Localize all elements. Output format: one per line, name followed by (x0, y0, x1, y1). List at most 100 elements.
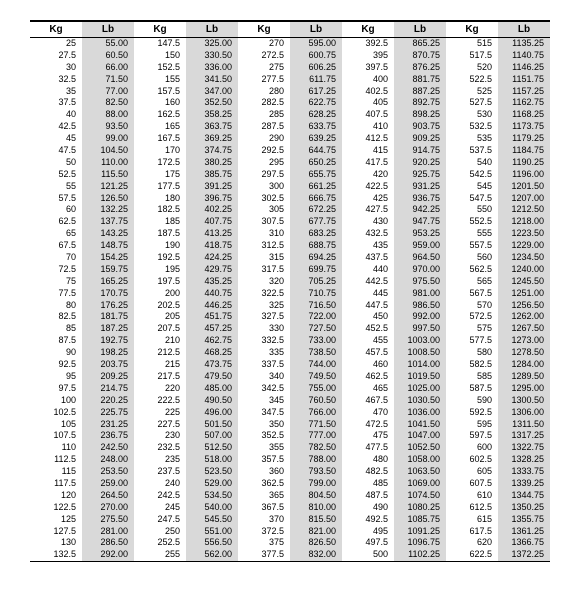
lb-cell: 418.75 (186, 240, 238, 252)
lb-cell: 451.75 (186, 311, 238, 323)
lb-cell: 716.50 (290, 300, 342, 312)
lb-cell: 1151.75 (498, 74, 550, 86)
kg-cell: 582.5 (446, 359, 498, 371)
lb-cell: 1273.00 (498, 335, 550, 347)
table-row: 4851069.00 (342, 478, 446, 490)
kg-cell: 397.5 (342, 62, 394, 74)
table-row: 172.5380.25 (134, 157, 238, 169)
kg-cell: 330 (238, 323, 290, 335)
table-row: 355782.50 (238, 442, 342, 454)
kg-cell: 110 (30, 442, 82, 454)
lb-cell: 292.00 (82, 549, 134, 561)
lb-cell: 738.50 (290, 347, 342, 359)
lb-cell: 1317.25 (498, 430, 550, 442)
lb-cell: 518.00 (186, 454, 238, 466)
kg-cell: 190 (134, 240, 186, 252)
lb-cell: 909.25 (394, 133, 446, 145)
table-row: 345760.50 (238, 395, 342, 407)
table-row: 4951091.25 (342, 526, 446, 538)
kg-cell: 315 (238, 252, 290, 264)
lb-cell: 611.75 (290, 74, 342, 86)
kg-cell: 400 (342, 74, 394, 86)
table-row: 212.5468.25 (134, 347, 238, 359)
table-row: 222.5490.50 (134, 395, 238, 407)
kg-cell: 75 (30, 276, 82, 288)
header-kg: Kg (342, 22, 394, 38)
lb-cell: 1179.25 (498, 133, 550, 145)
lb-cell: 358.25 (186, 109, 238, 121)
kg-cell: 575 (446, 323, 498, 335)
kg-cell: 180 (134, 193, 186, 205)
kg-cell: 310 (238, 228, 290, 240)
kg-cell: 202.5 (134, 300, 186, 312)
lb-cell: 1030.50 (394, 395, 446, 407)
table-row: 225496.00 (134, 407, 238, 419)
lb-cell: 975.50 (394, 276, 446, 288)
table-row: 115253.50 (30, 466, 134, 478)
table-row: 47.5104.50 (30, 145, 134, 157)
lb-cell: 970.00 (394, 264, 446, 276)
kg-cell: 615 (446, 514, 498, 526)
kg-cell: 462.5 (342, 371, 394, 383)
kg-cell: 495 (342, 526, 394, 538)
lb-cell: 137.75 (82, 216, 134, 228)
lb-cell: 1311.50 (498, 419, 550, 431)
lb-cell: 424.25 (186, 252, 238, 264)
lb-cell: 936.75 (394, 193, 446, 205)
lb-cell: 440.75 (186, 288, 238, 300)
lb-cell: 826.50 (290, 537, 342, 549)
lb-cell: 986.50 (394, 300, 446, 312)
lb-cell: 1008.50 (394, 347, 446, 359)
kg-cell: 147.5 (134, 38, 186, 50)
kg-cell: 80 (30, 300, 82, 312)
table-row: 180396.75 (134, 193, 238, 205)
lb-cell: 1339.25 (498, 478, 550, 490)
lb-cell: 396.75 (186, 193, 238, 205)
lb-cell: 1306.00 (498, 407, 550, 419)
lb-cell: 997.50 (394, 323, 446, 335)
lb-cell: 104.50 (82, 145, 134, 157)
table-row: 612.51350.25 (446, 502, 550, 514)
table-row: 270595.00 (238, 38, 342, 50)
kg-cell: 225 (134, 407, 186, 419)
lb-cell: 126.50 (82, 193, 134, 205)
table-row: 112.5248.00 (30, 454, 134, 466)
lb-cell: 391.25 (186, 181, 238, 193)
table-row: 6201366.75 (446, 537, 550, 549)
kg-cell: 597.5 (446, 430, 498, 442)
table-row: 82.5181.75 (30, 311, 134, 323)
kg-cell: 170 (134, 145, 186, 157)
table-row: 80176.25 (30, 300, 134, 312)
lb-cell: 832.00 (290, 549, 342, 561)
lb-cell: 1036.00 (394, 407, 446, 419)
kg-cell: 245 (134, 502, 186, 514)
table-row: 60132.25 (30, 204, 134, 216)
kg-cell: 525 (446, 86, 498, 98)
lb-cell: 209.25 (82, 371, 134, 383)
kg-cell: 182.5 (134, 204, 186, 216)
table-row: 370815.50 (238, 514, 342, 526)
table-row: 205451.75 (134, 311, 238, 323)
kg-cell: 177.5 (134, 181, 186, 193)
table-row: 335738.50 (238, 347, 342, 359)
kg-cell: 205 (134, 311, 186, 323)
table-row: 300661.25 (238, 181, 342, 193)
table-row: 292.5644.75 (238, 145, 342, 157)
kg-cell: 435 (342, 240, 394, 252)
lb-cell: 733.00 (290, 335, 342, 347)
table-row: 117.5259.00 (30, 478, 134, 490)
kg-cell: 322.5 (238, 288, 290, 300)
table-row: 185407.75 (134, 216, 238, 228)
table-row: 437.5964.50 (342, 252, 446, 264)
lb-cell: 821.00 (290, 526, 342, 538)
table-row: 227.5501.50 (134, 419, 238, 431)
lb-cell: 887.25 (394, 86, 446, 98)
kg-cell: 570 (446, 300, 498, 312)
table-row: 272.5600.75 (238, 50, 342, 62)
lb-cell: 281.00 (82, 526, 134, 538)
table-row: 252.5556.50 (134, 537, 238, 549)
kg-cell: 300 (238, 181, 290, 193)
table-row: 4651025.00 (342, 383, 446, 395)
table-row: 400881.75 (342, 74, 446, 86)
table-row: 327.5722.00 (238, 311, 342, 323)
